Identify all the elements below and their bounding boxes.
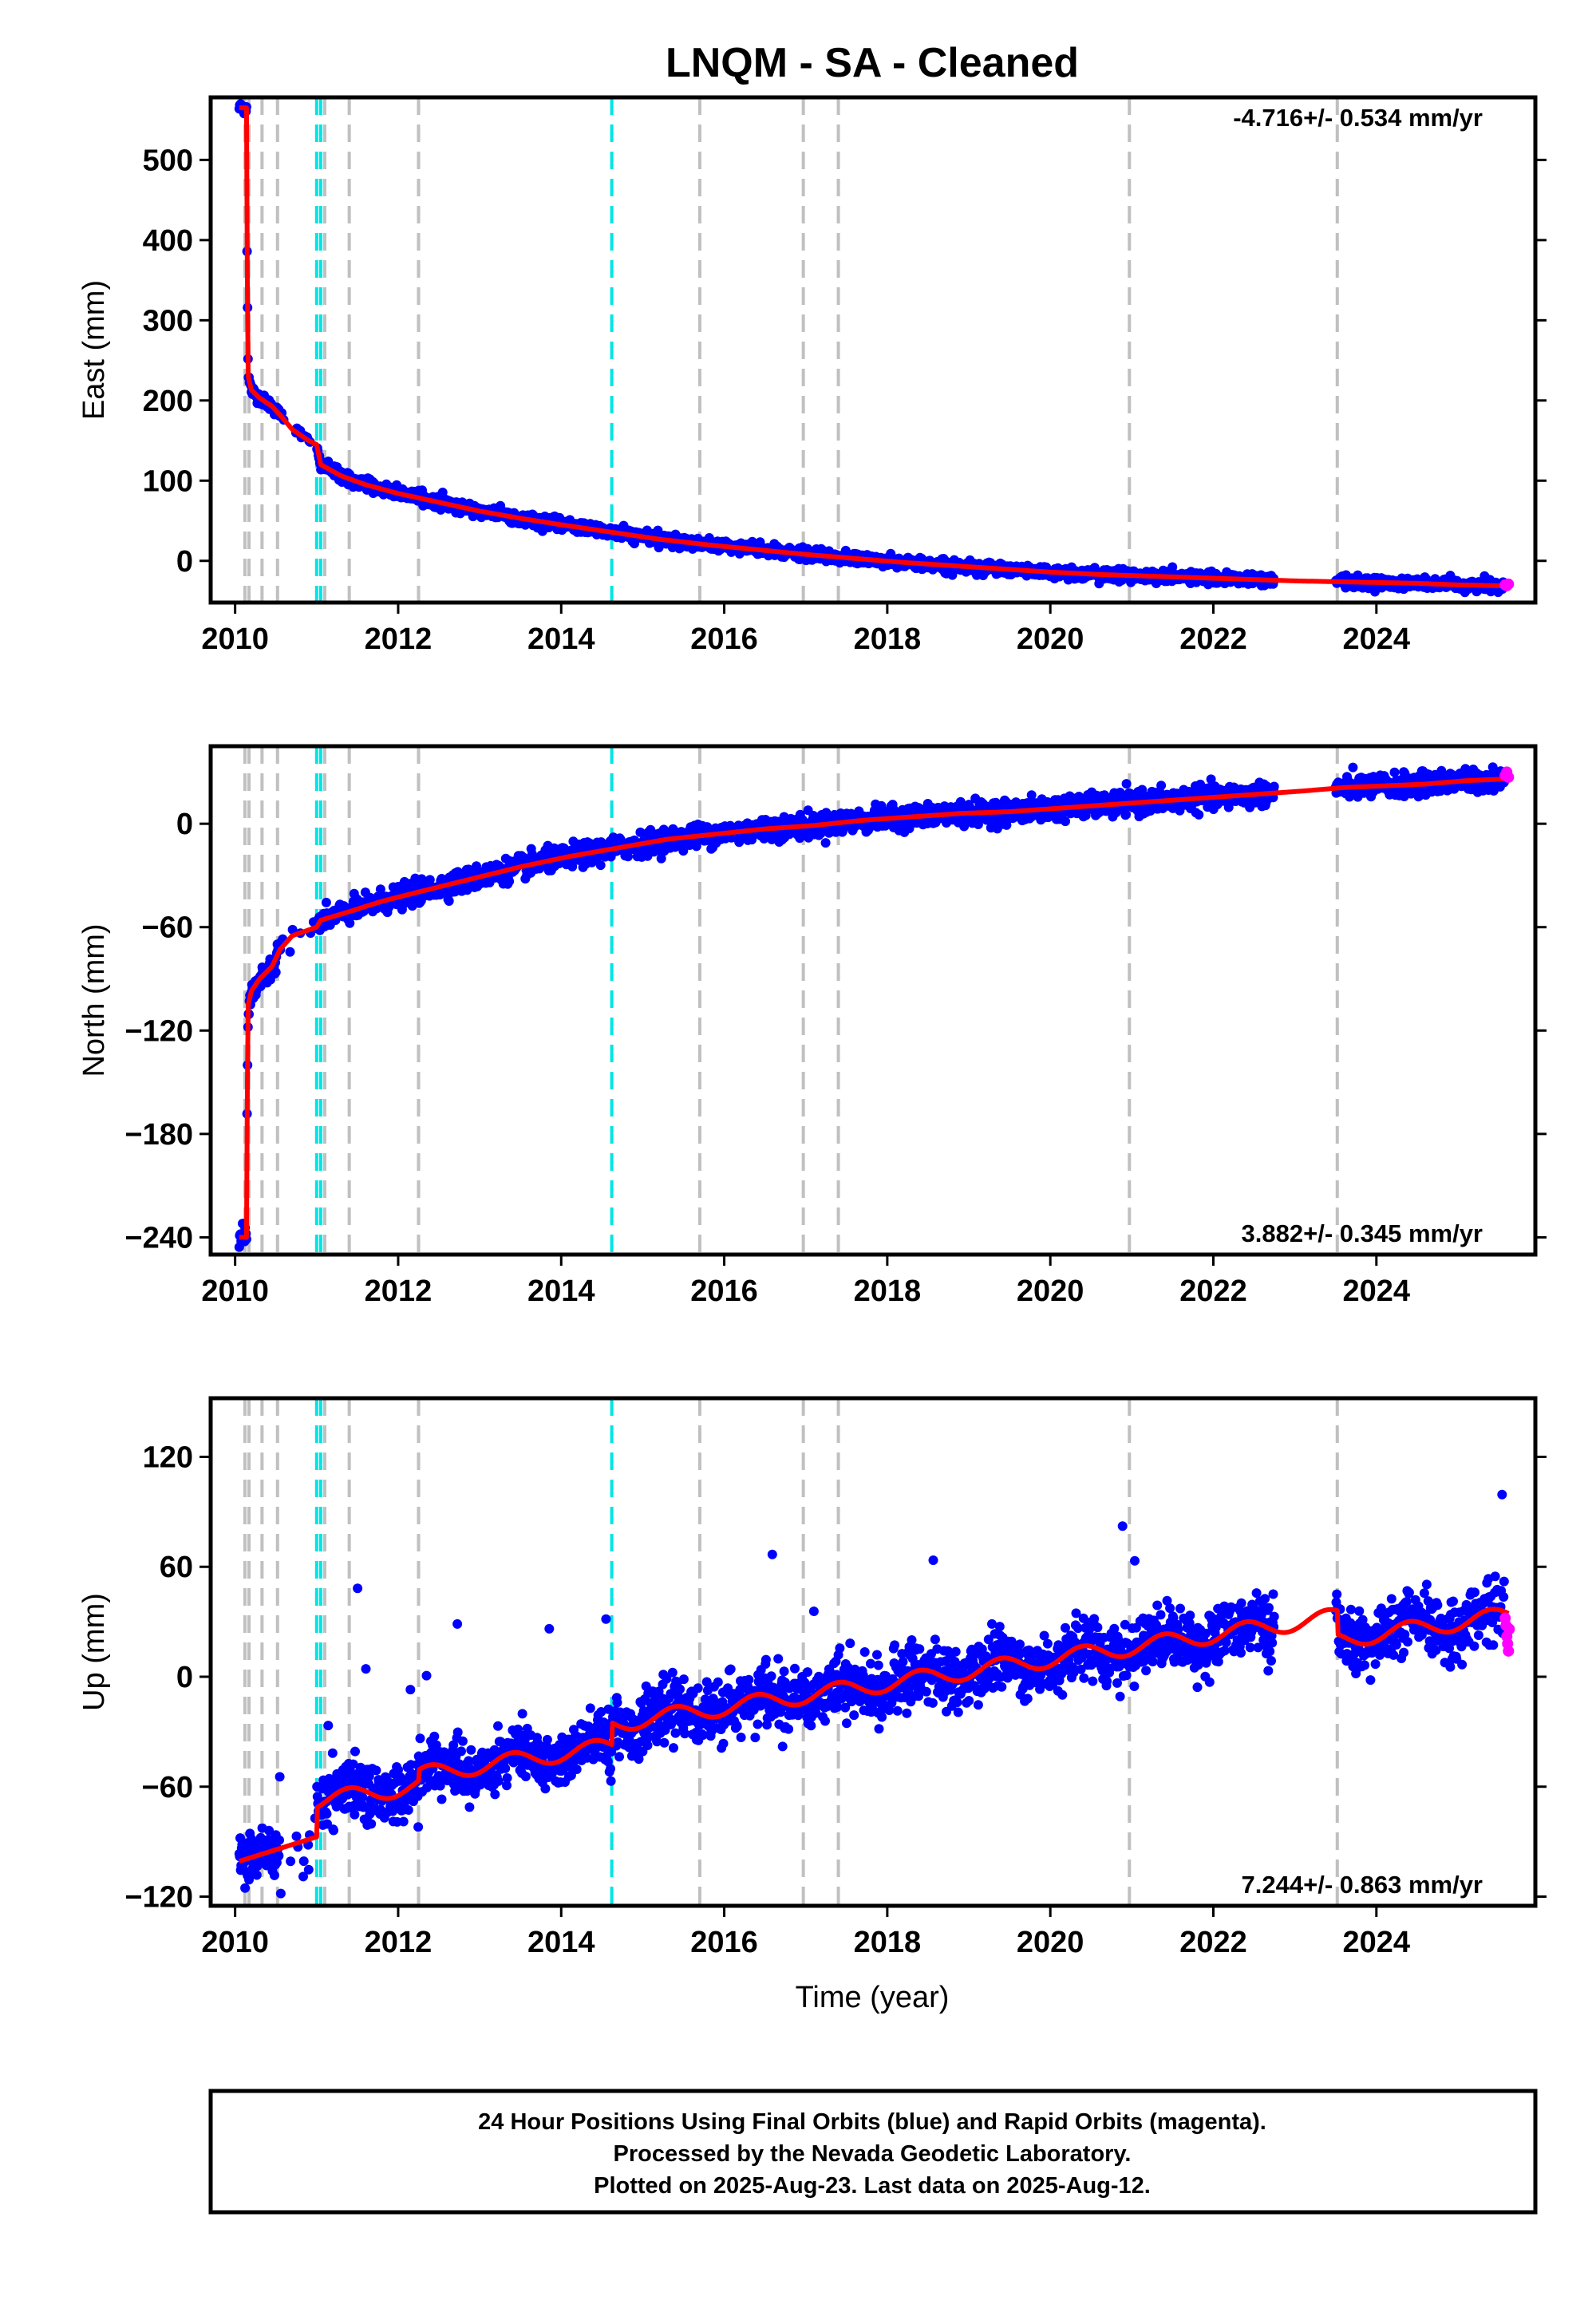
final-orbit-point	[1121, 779, 1132, 789]
final-orbit-point	[1156, 781, 1167, 791]
final-orbit-point	[1389, 767, 1400, 777]
y-axis-label: East (mm)	[77, 280, 111, 420]
final-orbit-points	[234, 762, 1509, 1252]
final-orbit-point	[251, 1870, 262, 1880]
plot-area	[234, 746, 1515, 1255]
final-orbit-point	[1061, 816, 1070, 827]
model-line	[237, 105, 1511, 588]
final-orbit-point	[595, 860, 606, 871]
final-orbit-point	[321, 897, 331, 907]
final-orbit-point	[240, 1883, 251, 1893]
x-tick-label: 2020	[1017, 622, 1084, 656]
final-orbit-point	[345, 918, 355, 928]
rapid-orbit-points	[1499, 766, 1515, 783]
rapid-orbit-point	[1503, 578, 1515, 590]
rapid-orbit-point	[1503, 771, 1515, 783]
final-orbit-point	[285, 947, 295, 957]
final-orbit-point	[1269, 781, 1279, 792]
up-panel: 2010 2012 2014 2016 2018 2020 2022 2024−120−600…	[77, 1396, 1547, 1959]
y-tick-label: −180	[124, 1118, 193, 1152]
y-axis-label: North (mm)	[77, 923, 111, 1077]
final-orbit-point	[504, 876, 515, 887]
plot-area	[234, 1398, 1515, 1906]
x-tick-label: 2018	[854, 1275, 922, 1308]
rate-label: 3.882+/- 0.345 mm/yr	[1242, 1219, 1483, 1247]
x-tick-label: 2018	[854, 622, 922, 656]
y-tick-label: 500	[143, 144, 193, 177]
final-orbit-point	[271, 967, 281, 978]
final-orbit-point	[623, 852, 633, 862]
y-tick-label: 200	[143, 385, 193, 418]
x-tick-label: 2016	[690, 622, 758, 656]
final-orbit-point	[820, 838, 831, 848]
x-tick-label: 2016	[690, 1275, 758, 1308]
x-tick-label: 2010	[201, 1275, 269, 1308]
x-tick-label: 2022	[1179, 622, 1247, 656]
final-orbit-point	[244, 1875, 254, 1885]
final-orbit-point	[656, 853, 666, 864]
x-tick-label: 2020	[1017, 1275, 1084, 1308]
x-tick-label: 2022	[1179, 1275, 1247, 1308]
final-orbit-point	[1121, 809, 1131, 820]
x-tick-label: 2024	[1343, 622, 1411, 656]
y-tick-label: 0	[176, 808, 193, 841]
x-tick-label: 2024	[1343, 1275, 1411, 1308]
final-orbit-point	[444, 896, 454, 906]
final-orbit-point	[1026, 790, 1037, 800]
final-orbit-point	[375, 884, 385, 895]
x-tick-label: 2014	[527, 622, 595, 656]
plot-frame	[208, 95, 1538, 605]
chart-title: LNQM - SA - Cleaned	[666, 40, 1079, 86]
y-tick-label: 0	[176, 545, 193, 579]
plot-area	[234, 97, 1515, 603]
x-tick-label: 2010	[201, 622, 269, 656]
rapid-orbit-points	[1499, 578, 1515, 591]
final-orbit-points	[234, 99, 1509, 598]
plot-frame	[208, 744, 1538, 1257]
x-tick-label: 2012	[365, 1275, 433, 1308]
y-tick-label: −120	[124, 1014, 193, 1048]
y-tick-label: 100	[143, 464, 193, 498]
model-line	[237, 777, 1511, 1240]
y-tick-label: −240	[124, 1221, 193, 1255]
y-tick-label: 400	[143, 224, 193, 258]
x-tick-label: 2014	[527, 1275, 595, 1308]
y-tick-label: 300	[143, 304, 193, 338]
x-tick-label: 2012	[365, 622, 433, 656]
final-orbit-point	[1206, 774, 1216, 785]
north-panel: 2010 2012 2014 2016 2018 2020 2022 2024 −240 −180…	[77, 744, 1547, 1308]
east-panel: 2010 2012 2014 2016 2018 2020 2022 2024 0 100 200 3…	[77, 95, 1547, 656]
final-orbit-point	[1194, 809, 1204, 820]
rate-label: -4.716+/- 0.534 mm/yr	[1233, 104, 1483, 132]
final-orbit-point	[1348, 762, 1358, 773]
y-tick-label: −60	[142, 911, 193, 945]
final-orbit-point	[287, 924, 298, 935]
